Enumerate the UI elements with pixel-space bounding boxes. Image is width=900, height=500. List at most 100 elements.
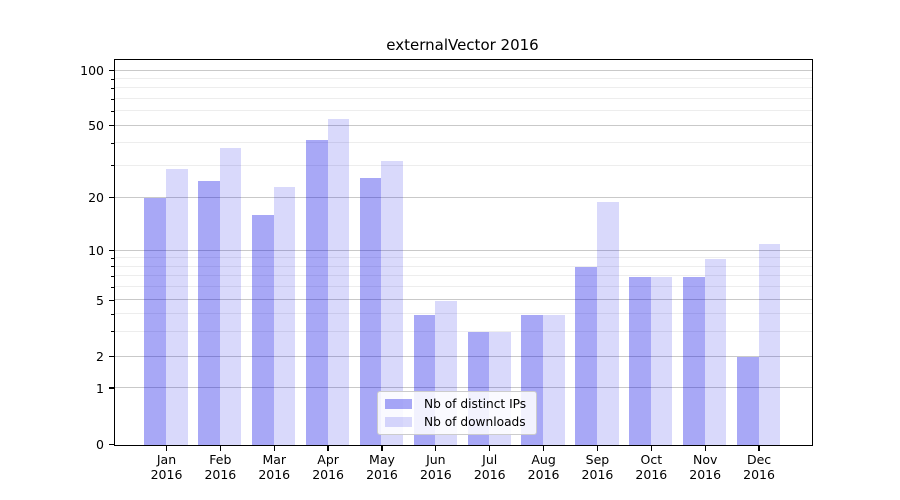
month-label: Feb	[209, 451, 232, 467]
x-axis-tick	[489, 446, 491, 451]
legend-swatch-icon	[385, 398, 412, 410]
y-axis-minor-tick	[110, 78, 114, 80]
bar-distinct-ips-feb	[198, 180, 220, 445]
bar-downloads-sep	[596, 202, 619, 445]
grid-minor-line	[114, 265, 812, 267]
y-axis-tick-label: 1	[96, 380, 104, 396]
bar-downloads-apr	[327, 118, 350, 445]
year-label: 2016	[581, 466, 614, 482]
x-axis-tick	[435, 446, 437, 451]
month-label: Jan	[156, 451, 177, 467]
bar-downloads-mar	[273, 187, 296, 445]
y-axis-tick	[108, 250, 114, 252]
x-axis-tick-label: Jan 2016	[139, 452, 195, 482]
x-axis-tick-label: Feb 2016	[192, 452, 248, 482]
plot-area	[113, 59, 813, 446]
legend-entry: Nb of downloads	[385, 415, 526, 429]
x-axis-tick-label: Sep 2016	[569, 452, 625, 482]
bar-downloads-may	[381, 161, 404, 445]
y-axis-tick-label: 20	[88, 190, 104, 206]
x-axis-tick-label: Dec 2016	[731, 452, 787, 482]
month-label: May	[369, 451, 395, 467]
year-label: 2016	[204, 466, 237, 482]
x-axis-tick-label: Aug 2016	[516, 452, 572, 482]
legend-label: Nb of downloads	[424, 415, 526, 429]
grid-major-line	[114, 387, 812, 388]
x-axis-tick	[758, 446, 760, 451]
bar-downloads-feb	[219, 147, 242, 445]
bar-distinct-ips-apr	[306, 139, 328, 445]
y-axis-tick-label: 10	[88, 243, 104, 259]
y-axis-minor-tick	[110, 110, 114, 112]
y-axis-minor-tick	[110, 87, 114, 89]
y-axis-tick-label: 50	[88, 118, 104, 134]
x-axis-tick-label: May 2016	[354, 452, 410, 482]
y-axis-minor-tick	[110, 286, 114, 288]
y-axis-tick-label: 100	[80, 63, 104, 79]
legend-label: Nb of distinct IPs	[424, 397, 527, 411]
bar-distinct-ips-nov	[683, 276, 705, 445]
year-label: 2016	[312, 466, 345, 482]
grid-minor-line	[114, 257, 812, 259]
year-label: 2016	[258, 466, 291, 482]
grid-major-line	[114, 355, 812, 357]
year-label: 2016	[473, 466, 506, 482]
y-axis-tick-label: 2	[96, 349, 104, 365]
month-label: Jun	[426, 451, 446, 467]
bar-downloads-aug	[543, 314, 565, 445]
y-axis-tick	[108, 299, 114, 302]
y-axis-tick	[108, 356, 114, 358]
month-label: Jul	[482, 451, 498, 467]
grid-minor-line	[114, 78, 812, 80]
grid-major-line	[114, 249, 812, 251]
grid-minor-line	[114, 330, 812, 332]
x-axis-tick-label: Nov 2016	[677, 452, 733, 482]
y-axis-minor-tick	[110, 266, 114, 268]
x-axis-tick-label: Mar 2016	[246, 452, 302, 482]
x-axis-tick	[542, 446, 545, 451]
x-axis-tick	[704, 446, 706, 451]
grid-minor-line	[114, 142, 812, 144]
x-axis-tick	[219, 446, 222, 451]
month-label: Aug	[531, 451, 556, 467]
bar-downloads-nov	[704, 258, 727, 445]
y-axis-tick	[108, 443, 114, 446]
y-axis-tick	[108, 197, 114, 199]
x-axis-tick	[165, 446, 168, 451]
month-label: Nov	[692, 451, 718, 467]
y-axis-minor-tick	[110, 313, 114, 315]
grid-major-line	[114, 124, 812, 126]
x-axis-tick	[650, 446, 652, 451]
x-axis-tick	[381, 446, 383, 451]
year-label: 2016	[743, 466, 775, 482]
grid-major-line	[114, 69, 812, 71]
grid-minor-line	[114, 98, 812, 99]
bar-downloads-jan	[166, 169, 188, 445]
year-label: 2016	[527, 466, 560, 482]
x-axis-tick	[596, 446, 599, 451]
year-label: 2016	[366, 466, 398, 482]
month-label: Mar	[262, 451, 287, 467]
year-label: 2016	[150, 466, 183, 482]
grid-minor-line	[114, 286, 812, 288]
bar-distinct-ips-may	[359, 177, 382, 445]
bar-distinct-ips-oct	[629, 276, 651, 445]
month-label: Apr	[317, 451, 339, 467]
year-label: 2016	[689, 466, 722, 482]
grid-minor-line	[114, 164, 812, 166]
month-label: Sep	[585, 451, 610, 467]
legend-entry: Nb of distinct IPs	[385, 397, 526, 411]
year-label: 2016	[635, 466, 668, 482]
y-axis-minor-tick	[110, 331, 114, 333]
x-axis-tick-label: Apr 2016	[300, 452, 356, 482]
x-axis-tick-label: Jun 2016	[408, 452, 464, 482]
y-axis-tick	[108, 70, 114, 72]
y-axis-minor-tick	[110, 275, 114, 277]
month-label: Dec	[746, 451, 772, 467]
y-axis-minor-tick	[110, 142, 114, 144]
y-axis-tick	[108, 125, 114, 127]
y-axis-tick-label: 0	[96, 437, 104, 452]
legend: Nb of distinct IPs Nb of downloads	[377, 391, 538, 435]
grid-major-line	[114, 196, 812, 198]
